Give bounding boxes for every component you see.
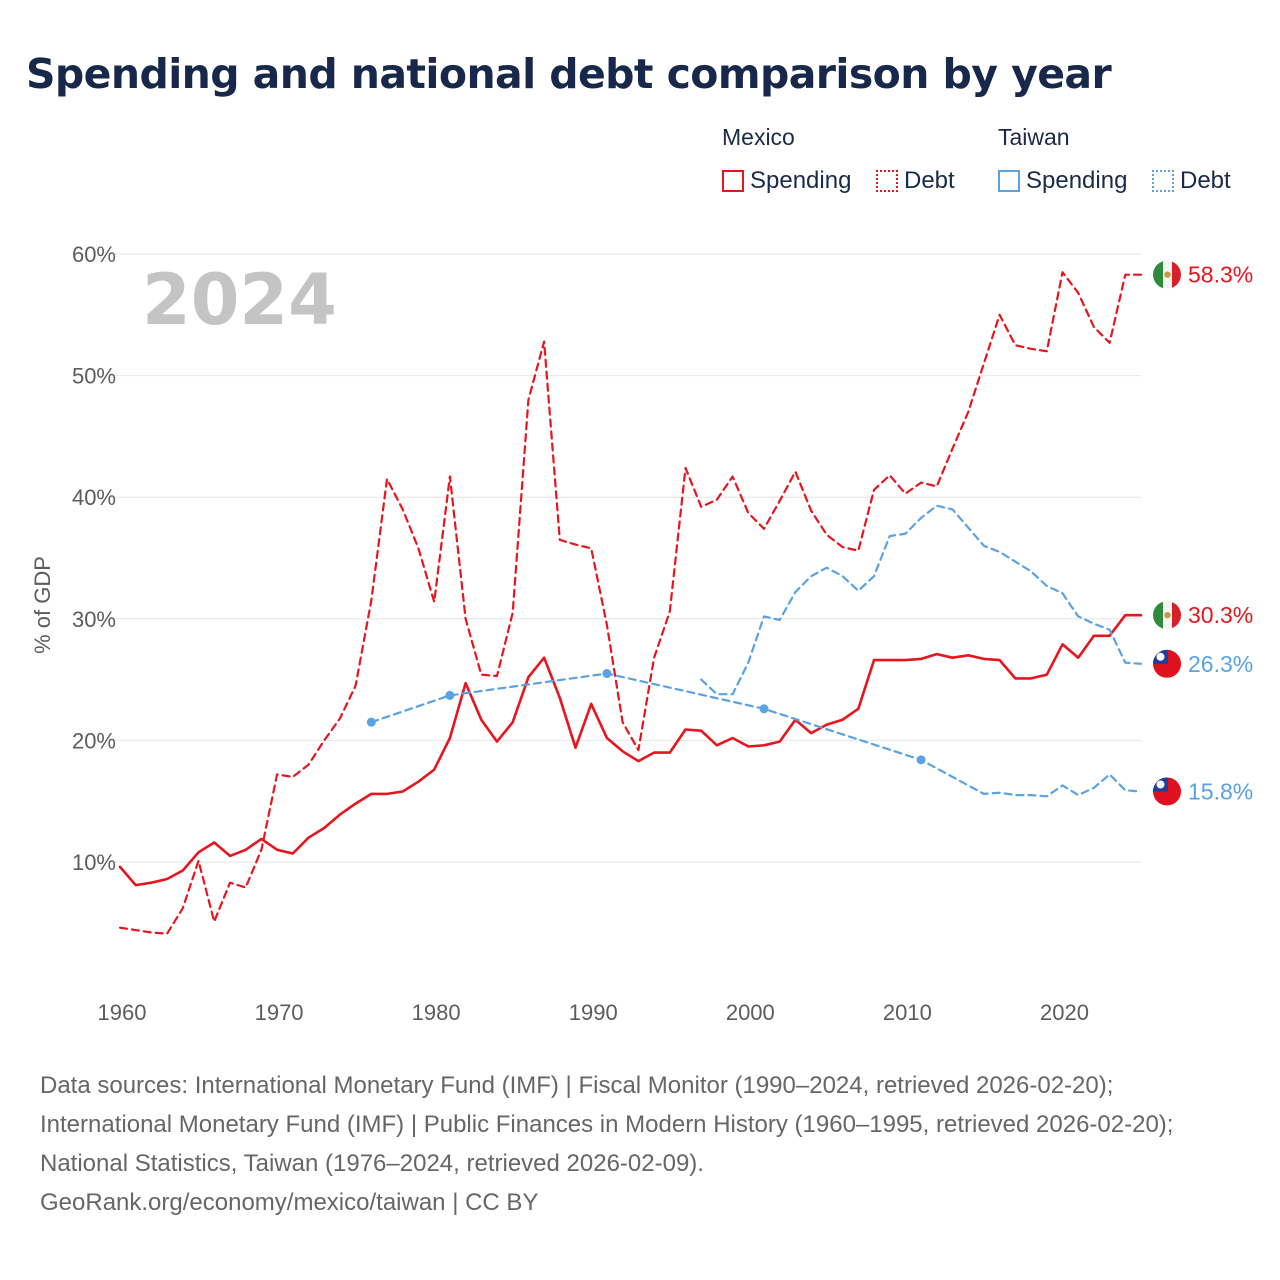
sources-text: Data sources: International Monetary Fun… — [40, 1072, 1174, 1177]
legend-group-taiwan: Taiwan — [998, 124, 1070, 150]
legend-label: Debt — [1180, 167, 1231, 194]
end-value-label: 26.3% — [1188, 651, 1253, 677]
data-point-marker — [916, 755, 926, 765]
legend-label: Spending — [750, 167, 852, 194]
x-tick-label: 1980 — [412, 1000, 461, 1025]
legend-group-mexico: Mexico — [722, 124, 795, 150]
y-axis-title: % of GDP — [30, 556, 55, 654]
data-point-marker — [602, 669, 612, 679]
y-tick-label: 30% — [72, 607, 116, 632]
legend-label: Spending — [1026, 167, 1128, 194]
end-value-label: 30.3% — [1188, 602, 1253, 628]
y-tick-label: 40% — [72, 485, 116, 510]
legend-mexico-spending[interactable]: Spending — [722, 166, 851, 196]
data-sources: Data sources: International Monetary Fun… — [40, 1066, 1250, 1222]
x-tick-label: 2000 — [726, 1000, 775, 1025]
legend-swatch-solid-red — [722, 170, 744, 192]
attribution-link[interactable]: GeoRank.org/economy/mexico/taiwan | CC B… — [40, 1189, 539, 1216]
taiwan-flag-icon — [1153, 649, 1181, 678]
series — [118, 271, 1143, 935]
chart-title: Spending and national debt comparison by… — [26, 50, 1112, 98]
y-ticks: 10% 20% 30% 40% 50% 60% — [72, 242, 116, 875]
line-chart: 2024 % of GDP 10% 20% 30% 40% 50% 60% 1960 197… — [30, 242, 1253, 1025]
y-tick-label: 50% — [72, 364, 116, 389]
x-tick-label: 1970 — [255, 1000, 304, 1025]
end-value-label: 58.3% — [1188, 262, 1253, 288]
mexico-flag-icon — [1153, 601, 1181, 630]
data-point-marker — [759, 704, 769, 714]
legend-swatch-dotted-blue — [1152, 170, 1174, 192]
legend-taiwan-debt[interactable]: Debt — [1152, 166, 1231, 196]
year-label: 2024 — [142, 259, 337, 341]
end-value-label: 15.8% — [1188, 778, 1253, 804]
y-tick-label: 60% — [72, 242, 116, 267]
series-line-mexico-spending — [118, 613, 1143, 887]
x-ticks: 1960 1970 1980 1990 2000 2010 2020 — [98, 1000, 1089, 1025]
legend-mexico-debt[interactable]: Debt — [876, 166, 955, 196]
x-tick-label: 2020 — [1040, 1000, 1089, 1025]
legend-swatch-solid-blue — [998, 170, 1020, 192]
series-line-taiwan-spending — [700, 504, 1143, 696]
data-point-marker — [445, 690, 455, 700]
end-labels: 58.3% 30.3% 26.3% 15.8% — [1153, 260, 1253, 806]
x-tick-label: 2010 — [883, 1000, 932, 1025]
series-line-taiwan-debt — [370, 672, 1143, 798]
grid — [110, 253, 1141, 863]
y-tick-label: 20% — [72, 728, 116, 753]
data-point-marker — [366, 717, 376, 727]
x-tick-label: 1960 — [98, 1000, 147, 1025]
series-line-mexico-debt — [118, 271, 1143, 935]
x-tick-label: 1990 — [569, 1000, 618, 1025]
legend-taiwan-spending[interactable]: Spending — [998, 166, 1127, 196]
legend-swatch-dotted-red — [876, 170, 898, 192]
mexico-flag-icon — [1153, 260, 1181, 289]
y-tick-label: 10% — [72, 850, 116, 875]
taiwan-flag-icon — [1153, 777, 1181, 806]
legend-label: Debt — [904, 167, 955, 194]
